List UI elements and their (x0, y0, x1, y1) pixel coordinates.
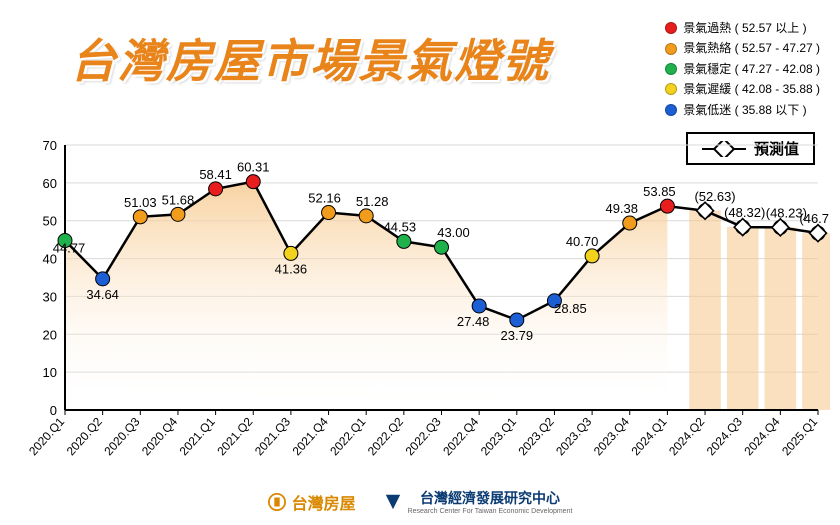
svg-text:2023.Q1: 2023.Q1 (478, 414, 519, 458)
svg-text:51.03: 51.03 (124, 195, 157, 210)
svg-text:(52.63): (52.63) (694, 189, 735, 204)
svg-text:2021.Q3: 2021.Q3 (252, 414, 293, 458)
svg-text:2020.Q1: 2020.Q1 (26, 414, 67, 458)
legend-colors: 景氣過熱 ( 52.57 以上 )景氣熱絡 ( 52.57 - 47.27 )景… (665, 18, 820, 120)
svg-text:70: 70 (43, 140, 57, 153)
logo-icon (268, 493, 286, 511)
svg-text:2022.Q1: 2022.Q1 (327, 414, 368, 458)
logo2-icon (384, 493, 402, 511)
legend-row: 景氣穩定 ( 47.27 - 42.08 ) (665, 59, 820, 79)
svg-text:2023.Q3: 2023.Q3 (553, 414, 594, 458)
svg-text:(46.71): (46.71) (799, 211, 830, 226)
svg-text:50: 50 (43, 214, 57, 229)
svg-text:10: 10 (43, 365, 57, 380)
svg-text:60: 60 (43, 176, 57, 191)
svg-text:60.31: 60.31 (237, 160, 270, 175)
legend-dot-icon (665, 43, 677, 55)
footer-org1: 台灣房屋 (292, 490, 356, 514)
legend-label: 景氣遲緩 ( 42.08 - 35.88 ) (683, 79, 820, 99)
legend-label: 景氣熱絡 ( 52.57 - 47.27 ) (683, 38, 820, 58)
svg-text:(48.32): (48.32) (724, 205, 765, 220)
legend-dot-icon (665, 83, 677, 95)
svg-text:44.53: 44.53 (384, 219, 417, 234)
svg-text:2021.Q4: 2021.Q4 (290, 414, 331, 458)
svg-text:43.00: 43.00 (437, 225, 470, 240)
svg-text:23.79: 23.79 (501, 328, 534, 343)
legend-label: 景氣穩定 ( 47.27 - 42.08 ) (683, 59, 820, 79)
svg-text:34.64: 34.64 (86, 287, 119, 302)
svg-text:28.85: 28.85 (554, 301, 587, 316)
svg-text:40.70: 40.70 (566, 234, 599, 249)
legend-row: 景氣熱絡 ( 52.57 - 47.27 ) (665, 38, 820, 58)
svg-text:2022.Q3: 2022.Q3 (403, 414, 444, 458)
legend-label: 景氣低迷 ( 35.88 以下 ) (683, 100, 806, 120)
legend-label: 景氣過熱 ( 52.57 以上 ) (683, 18, 806, 38)
svg-text:2024.Q4: 2024.Q4 (741, 414, 782, 458)
svg-text:41.36: 41.36 (275, 261, 308, 276)
legend-row: 景氣低迷 ( 35.88 以下 ) (665, 100, 820, 120)
svg-text:2020.Q2: 2020.Q2 (64, 414, 105, 458)
svg-text:2022.Q4: 2022.Q4 (440, 414, 481, 458)
footer-org2: 台灣經濟發展研究中心 Research Center For Taiwan Ec… (408, 488, 573, 515)
legend-dot-icon (665, 63, 677, 75)
svg-text:51.28: 51.28 (356, 194, 389, 209)
svg-text:2024.Q3: 2024.Q3 (704, 414, 745, 458)
legend-dot-icon (665, 104, 677, 116)
legend-row: 景氣遲緩 ( 42.08 - 35.88 ) (665, 79, 820, 99)
svg-text:2024.Q2: 2024.Q2 (666, 414, 707, 458)
svg-text:27.48: 27.48 (457, 314, 490, 329)
svg-text:20: 20 (43, 327, 57, 342)
svg-text:2025.Q1: 2025.Q1 (779, 414, 820, 458)
svg-text:2022.Q2: 2022.Q2 (365, 414, 406, 458)
svg-text:49.38: 49.38 (605, 201, 638, 216)
svg-text:2021.Q2: 2021.Q2 (214, 414, 255, 458)
legend-row: 景氣過熱 ( 52.57 以上 ) (665, 18, 820, 38)
svg-text:2021.Q1: 2021.Q1 (177, 414, 218, 458)
svg-text:30: 30 (43, 289, 57, 304)
footer: 台灣房屋 台灣經濟發展研究中心 Research Center For Taiw… (0, 488, 840, 515)
svg-text:2024.Q1: 2024.Q1 (628, 414, 669, 458)
svg-text:52.16: 52.16 (308, 191, 341, 206)
chart-title: 台灣房屋市場景氣燈號 (70, 25, 550, 91)
line-chart: 0102030405060702020.Q12020.Q22020.Q32020… (10, 140, 830, 470)
svg-text:53.85: 53.85 (643, 184, 676, 199)
svg-text:51.68: 51.68 (162, 192, 195, 207)
svg-text:2020.Q4: 2020.Q4 (139, 414, 180, 458)
svg-text:44.77: 44.77 (53, 241, 86, 256)
svg-text:2020.Q3: 2020.Q3 (101, 414, 142, 458)
legend-dot-icon (665, 22, 677, 34)
svg-text:58.41: 58.41 (199, 167, 232, 182)
svg-text:2023.Q4: 2023.Q4 (591, 414, 632, 458)
svg-text:2023.Q2: 2023.Q2 (515, 414, 556, 458)
